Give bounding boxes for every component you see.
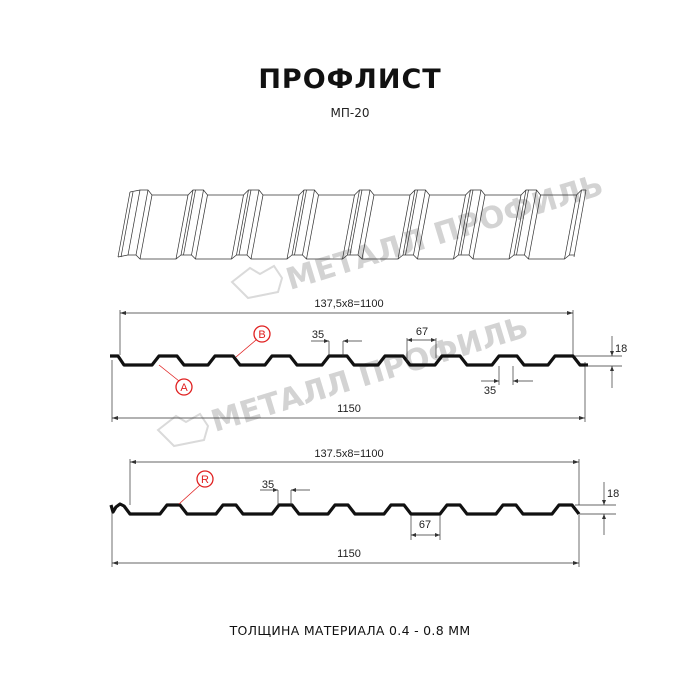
sheet-outline [528, 194, 541, 260]
sheet-outline [127, 189, 141, 256]
sheet-outline [397, 194, 411, 260]
sheet-outline [250, 194, 264, 260]
watermark-1: МЕТАЛЛ ПРОФИЛЬ [230, 168, 607, 300]
sheet-outline [139, 194, 153, 260]
height-dimension: 18 [607, 488, 619, 500]
sheet-outline [347, 189, 360, 256]
profile-2-shape [109, 502, 581, 516]
sheet-outline [117, 191, 131, 258]
callout-a-label: A [180, 382, 188, 394]
sheet-outline [508, 194, 522, 260]
top-flat-dimension: 35 [312, 329, 324, 341]
sheet-3d-view [117, 189, 587, 260]
watermark-logo-icon [230, 264, 284, 300]
sheet-outline [417, 194, 430, 260]
sheet-outline [180, 189, 194, 256]
sheet-outline [129, 189, 586, 196]
callout-r [196, 470, 214, 488]
sheet-outline [294, 189, 307, 256]
sheet-outline [302, 189, 315, 256]
rib-width-dimension: 67 [416, 326, 428, 338]
sheet-outline [135, 189, 149, 256]
sheet-outline [342, 194, 355, 260]
sheet-outline [453, 194, 466, 260]
sheet-outline [460, 189, 474, 256]
bottom-flat-dimension: 35 [484, 385, 496, 397]
sheet-outline [291, 189, 305, 256]
sheet-outline [183, 189, 196, 256]
sheet-outline [349, 189, 363, 256]
sheet-outline [191, 189, 204, 256]
sheet-outline [117, 254, 574, 260]
callout-b-label: B [258, 329, 265, 341]
profile-1-shape [110, 354, 588, 367]
sheet-outline [236, 189, 249, 256]
profile-2: 137.5x8=1100 1150 35 67 18 R [109, 448, 619, 567]
sheet-outline [569, 189, 582, 256]
sheet-outline [195, 194, 208, 260]
sheet-outline [458, 189, 471, 256]
top-flat-dimension: 35 [262, 479, 274, 491]
sheet-outline [516, 189, 529, 256]
width-dimension: 1150 [337, 403, 361, 415]
model-subtitle: МП-20 [331, 106, 370, 120]
sheet-outline [238, 189, 252, 256]
sheet-outline [513, 189, 527, 256]
sheet-outline [524, 189, 537, 256]
height-dimension: 18 [615, 343, 627, 355]
sheet-outline [306, 194, 319, 260]
sheet-outline [472, 194, 486, 260]
pitch-dimension: 137,5x8=1100 [314, 298, 383, 310]
sheet-outline [564, 194, 577, 260]
sheet-outline [231, 194, 244, 260]
material-thickness: ТОЛЩИНА МАТЕРИАЛА 0.4 - 0.8 ММ [229, 623, 471, 638]
sheet-outline [402, 189, 416, 256]
sheet-outline [405, 189, 418, 256]
pitch-dimension: 137.5x8=1100 [314, 448, 383, 460]
sheet-outline [286, 194, 300, 260]
sheet-outline [175, 194, 189, 260]
watermark-logo-icon [156, 412, 210, 448]
sheet-outline [120, 191, 134, 258]
sheet-outline [361, 194, 375, 260]
width-dimension: 1150 [337, 548, 361, 560]
sheet-outline [357, 189, 371, 256]
callout-b [253, 325, 271, 343]
callout-a [175, 378, 193, 396]
watermark-text: МЕТАЛЛ ПРОФИЛЬ [282, 168, 607, 298]
sheet-outline [413, 189, 426, 256]
callout-r-label: R [201, 474, 209, 486]
watermark-2: МЕТАЛЛ ПРОФИЛЬ [156, 310, 532, 448]
sheet-outline [468, 189, 482, 256]
profile-1: 137,5x8=1100 1150 35 67 35 18 B A [110, 298, 627, 422]
sheet-outline [573, 189, 587, 258]
page-title: ПРОФЛИСТ [258, 64, 441, 95]
rib-width-dimension: 67 [419, 519, 431, 531]
sheet-outline [246, 189, 260, 256]
